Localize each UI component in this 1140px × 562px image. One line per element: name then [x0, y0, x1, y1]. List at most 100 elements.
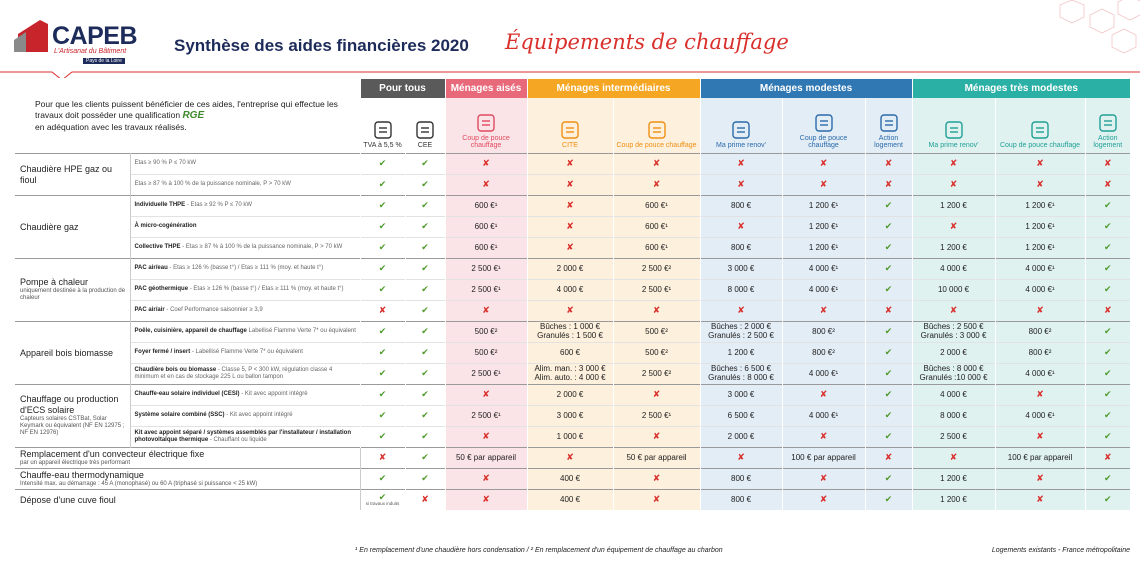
- cell: 2 500 €¹: [444, 258, 528, 280]
- table-row: Dépose d'une cuve fioul ✔ si travaux indui…: [15, 489, 1131, 510]
- cell: ✘: [994, 174, 1086, 196]
- symbol: ✔: [884, 410, 893, 421]
- cell: ✔: [1084, 384, 1131, 406]
- cell: ✔: [359, 426, 405, 448]
- cell: 800 €²: [994, 321, 1086, 343]
- criterion-lead: Chaudière bois ou biomasse: [134, 366, 217, 373]
- column-header: Ma prime renov': [699, 98, 783, 154]
- cell: 2 500 €¹: [612, 405, 701, 427]
- cell: ✘: [781, 426, 866, 448]
- cell: ✘: [864, 300, 913, 322]
- cell: 600 €¹: [444, 237, 528, 259]
- section-title: Pompe à chaleur: [20, 277, 89, 288]
- symbol: ✔: [421, 452, 429, 463]
- cell: ✔: [864, 258, 913, 280]
- symbol: ✘: [884, 305, 893, 316]
- cell: 100 € par appareil: [994, 447, 1086, 469]
- header-rule: [0, 71, 1140, 78]
- column-label: Coup de pouce chauffage: [462, 134, 510, 150]
- cell: ✘: [1084, 153, 1131, 175]
- cell: ✔: [359, 216, 405, 238]
- cell: 600 €¹: [612, 216, 701, 238]
- amount: 2 500 €²: [641, 263, 672, 273]
- cell: 600 €¹: [444, 216, 528, 238]
- cell: ✘: [781, 174, 866, 196]
- cell: ✔: [864, 279, 913, 301]
- cell: ✘: [781, 489, 866, 510]
- cell: 2 500 €²: [612, 363, 701, 385]
- cell: ✔: [404, 405, 446, 427]
- section-note: par un appareil électrique très performa…: [20, 459, 131, 466]
- column-label: Action logement: [1093, 134, 1123, 150]
- amount: 50 € par appareil: [626, 452, 687, 462]
- cell: Bûches : 2 500 € Granulés : 3 000 €: [911, 321, 996, 343]
- cell: ✘: [444, 426, 528, 448]
- cell: 4 000 €¹: [781, 363, 866, 385]
- table-head: Pour que les clients puissent bénéficier…: [15, 79, 1131, 154]
- intro: Pour que les clients puissent bénéficier…: [15, 79, 360, 154]
- cell: ✔: [1084, 468, 1131, 490]
- column-header: CEE: [404, 98, 446, 154]
- cell: ✘: [612, 489, 701, 510]
- cell: ✔: [864, 384, 913, 406]
- symbol: ✔: [1103, 389, 1112, 400]
- cell: 1 000 €: [526, 426, 614, 448]
- cell: 1 200 €: [911, 195, 996, 217]
- amount: 4 000 €¹: [1025, 284, 1055, 294]
- cell: ✔: [359, 468, 405, 490]
- symbol: ✘: [482, 179, 490, 190]
- symbol: ✘: [1103, 158, 1112, 169]
- column-icon: [1099, 113, 1117, 132]
- symbol: ✘: [819, 494, 828, 505]
- cell: ✔: [864, 321, 913, 343]
- symbol: ✔: [1103, 284, 1112, 295]
- amount: 1 200 €: [940, 200, 967, 210]
- cell: Bûches : 2 000 € Granulés : 2 500 €: [699, 321, 783, 343]
- symbol: ✘: [819, 158, 828, 169]
- symbol: ✘: [652, 473, 661, 484]
- symbol: ✔: [1103, 326, 1112, 337]
- amount: Granulés : 2 500 €: [708, 331, 774, 340]
- table-row: Chaudière bois ou biomasse - Classe 5, P…: [15, 363, 1131, 385]
- cell: 800 €²: [781, 342, 866, 364]
- amount: Bûches : 1 000 €: [539, 322, 601, 332]
- symbol: ✘: [737, 158, 745, 169]
- symbol: ✔: [378, 431, 387, 442]
- cell: ✘: [1084, 447, 1131, 469]
- section-title: Appareil bois biomasse: [20, 347, 114, 358]
- column-icon: [1031, 121, 1049, 140]
- cell: ✔: [864, 195, 913, 217]
- symbol: ✔: [378, 242, 387, 253]
- table-row: Etas ≥ 87 % à 100 % de la puissance nomi…: [15, 174, 1131, 196]
- cell: 4 000 €¹: [781, 405, 866, 427]
- amount: 500 €²: [474, 326, 498, 336]
- cell: 1 200 €¹: [781, 237, 866, 259]
- cell: ✔: [359, 384, 405, 406]
- symbol: ✔: [1103, 473, 1112, 484]
- amount: 2 500 €¹: [471, 284, 501, 294]
- cell: 400 €: [526, 468, 614, 490]
- criterion-detail: Etas ≥ 87 % à 100 % de la puissance nomi…: [134, 181, 291, 188]
- table-row: Chaudière HPE gaz ou fioul Etas ≥ 90 % P …: [15, 153, 1131, 196]
- cell: ✔: [404, 258, 446, 280]
- cell: 8 000 €: [699, 279, 783, 301]
- section-label: Chauffage ou production d'ECS solaire Cap…: [15, 384, 131, 448]
- criterion: Collective THPE - Etas ≥ 87 % à 100 % de…: [130, 237, 360, 259]
- section-title: Chaudière HPE gaz ou fioul: [20, 163, 113, 185]
- column-icon: [561, 121, 579, 140]
- symbol: ✔: [421, 179, 429, 190]
- symbol: ✔: [378, 491, 387, 502]
- cell: ✘: [444, 153, 528, 175]
- cell: 800 €: [699, 195, 783, 217]
- cell: ✘: [911, 174, 996, 196]
- symbol: ✔: [378, 158, 387, 169]
- cell: 400 €: [526, 489, 614, 510]
- cell: 4 000 €¹: [994, 279, 1086, 301]
- cell: ✘: [444, 489, 528, 510]
- section-label: Chaudière gaz: [15, 195, 131, 259]
- symbol: ✔: [421, 347, 429, 358]
- amount: 600 €¹: [645, 242, 668, 252]
- table-row: Pompe à chaleur uniquement destinée à la …: [15, 258, 1131, 322]
- symbol: ✔: [421, 326, 429, 337]
- amount: 1 200 €: [940, 473, 967, 483]
